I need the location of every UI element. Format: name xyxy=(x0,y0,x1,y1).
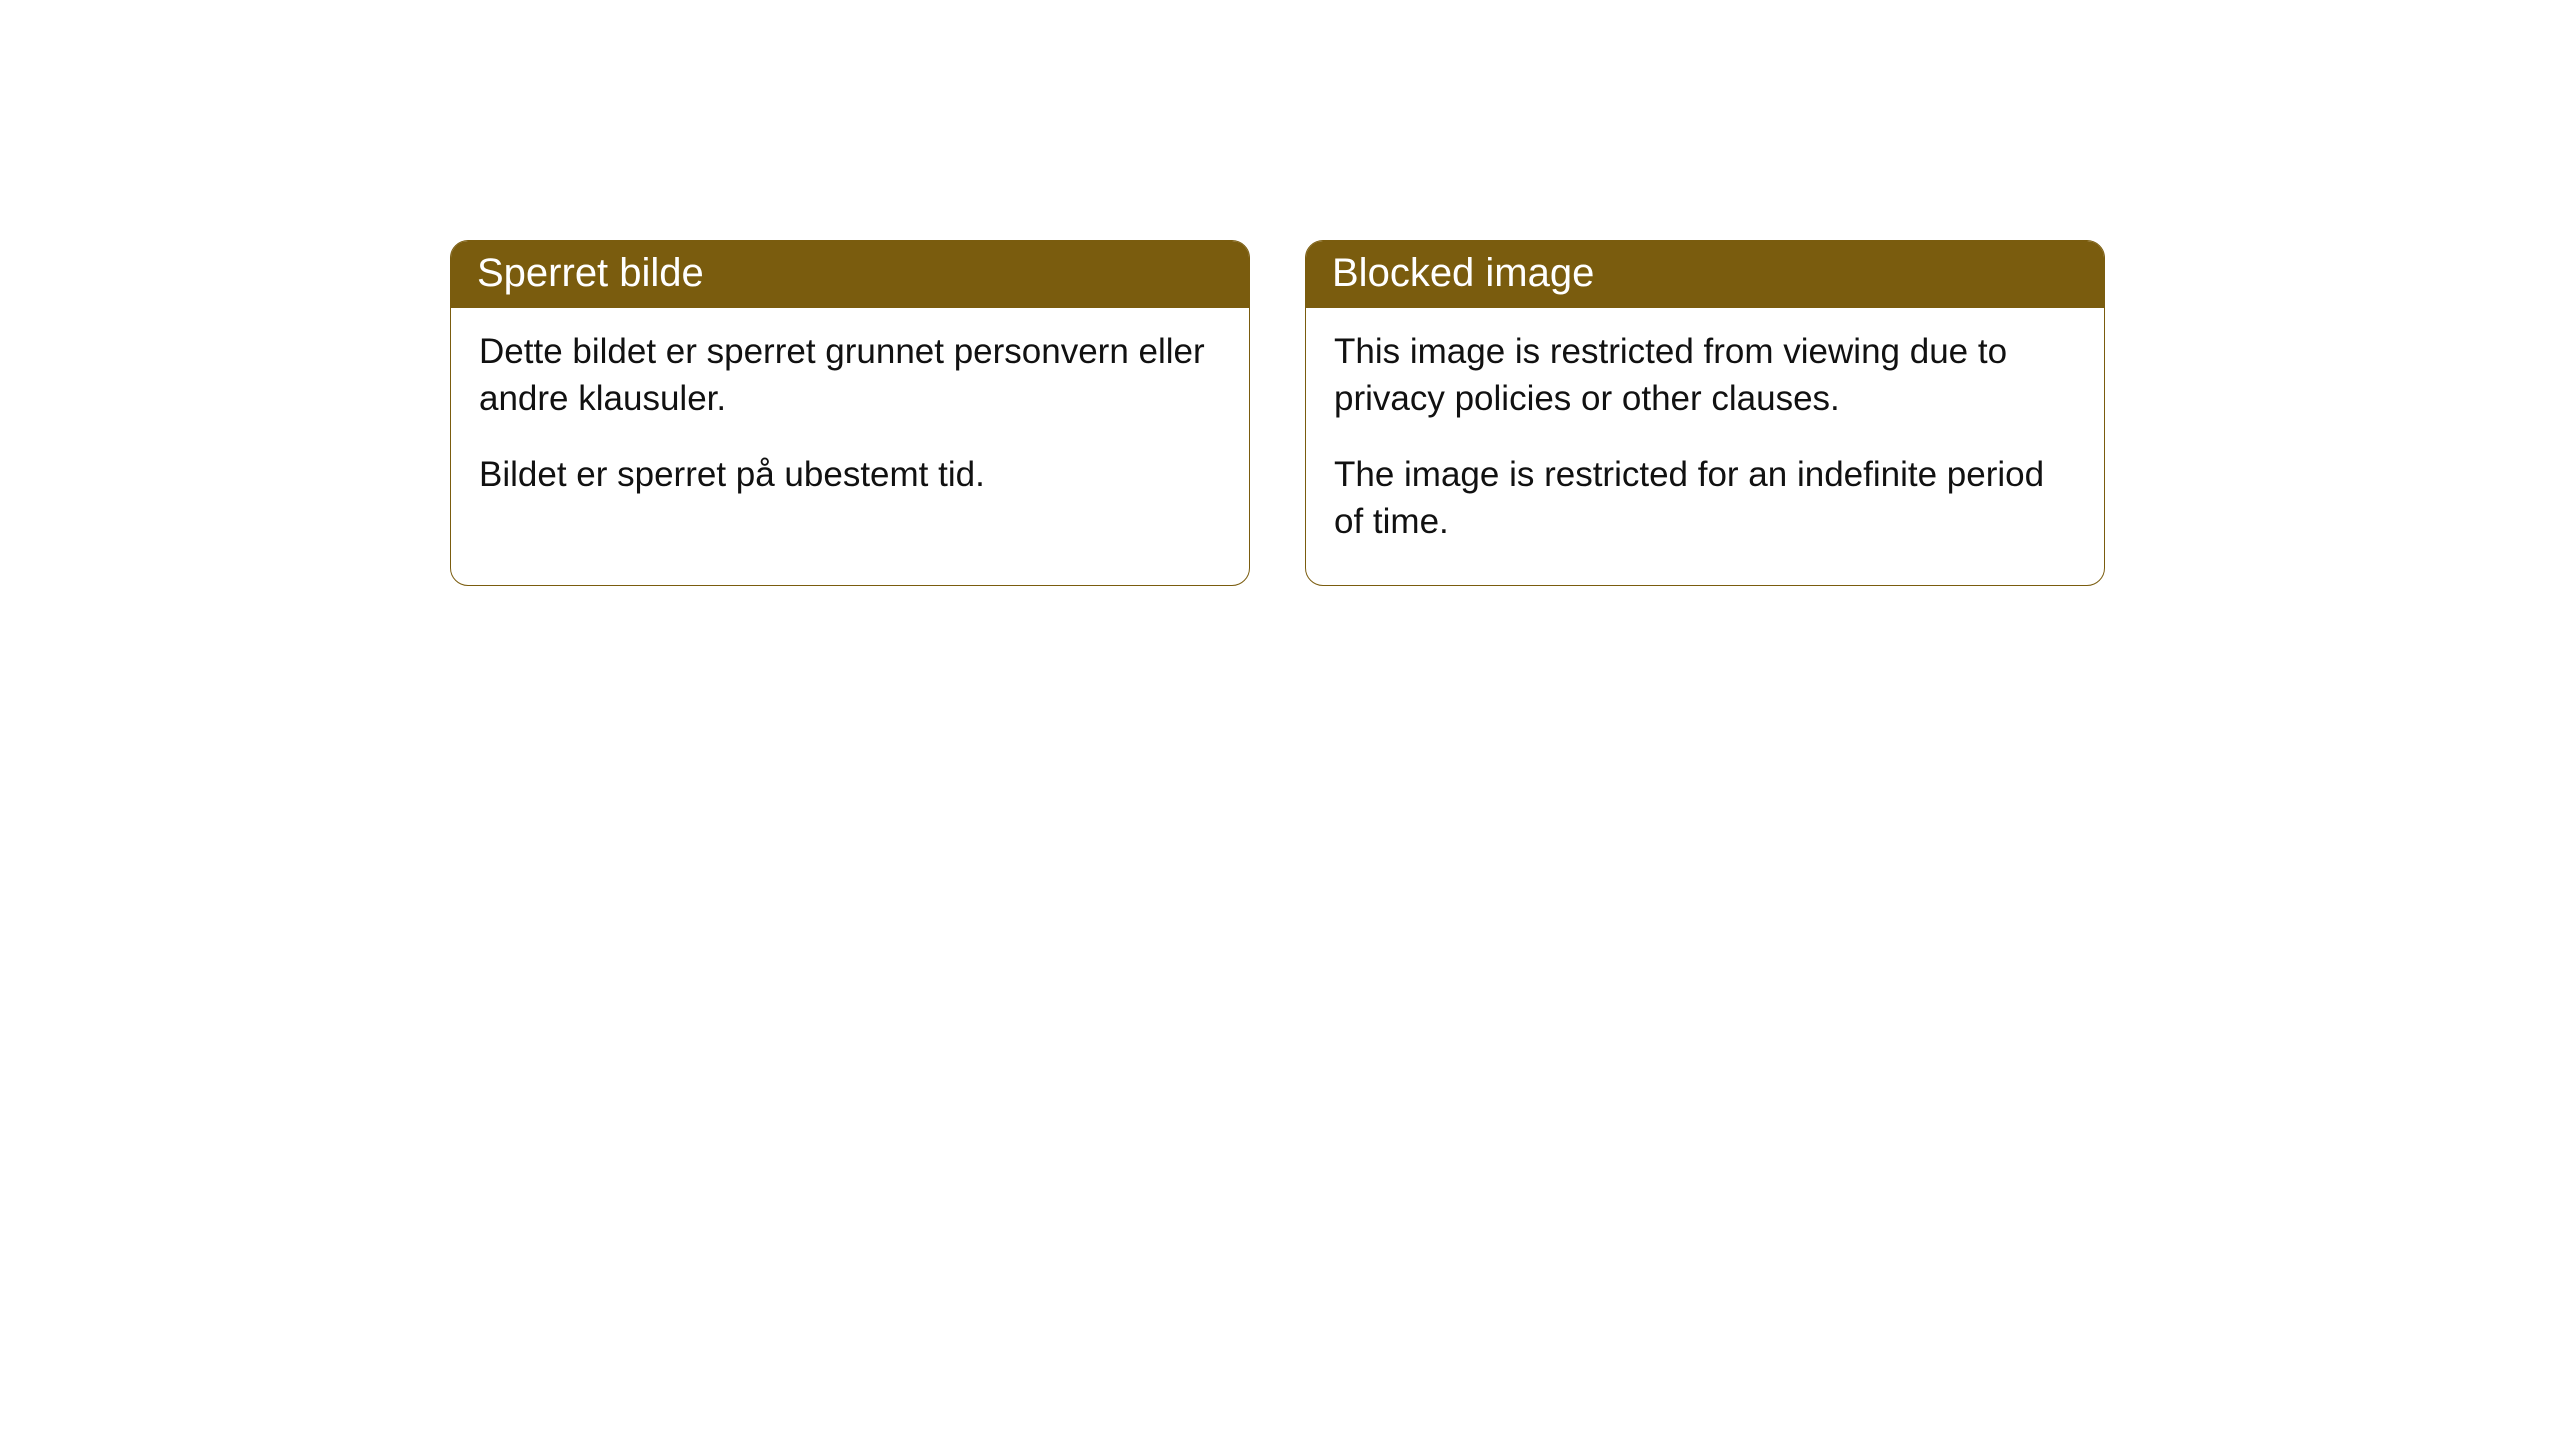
notice-card-norwegian: Sperret bilde Dette bildet er sperret gr… xyxy=(450,240,1250,586)
card-paragraph-1: Dette bildet er sperret grunnet personve… xyxy=(479,328,1221,423)
card-body: This image is restricted from viewing du… xyxy=(1306,308,2104,585)
card-header: Sperret bilde xyxy=(451,241,1249,308)
card-title: Blocked image xyxy=(1332,251,1594,295)
card-paragraph-2: The image is restricted for an indefinit… xyxy=(1334,451,2076,546)
notice-cards-container: Sperret bilde Dette bildet er sperret gr… xyxy=(450,240,2105,586)
notice-card-english: Blocked image This image is restricted f… xyxy=(1305,240,2105,586)
card-paragraph-1: This image is restricted from viewing du… xyxy=(1334,328,2076,423)
card-header: Blocked image xyxy=(1306,241,2104,308)
card-body: Dette bildet er sperret grunnet personve… xyxy=(451,308,1249,538)
card-paragraph-2: Bildet er sperret på ubestemt tid. xyxy=(479,451,1221,498)
card-title: Sperret bilde xyxy=(477,251,704,295)
